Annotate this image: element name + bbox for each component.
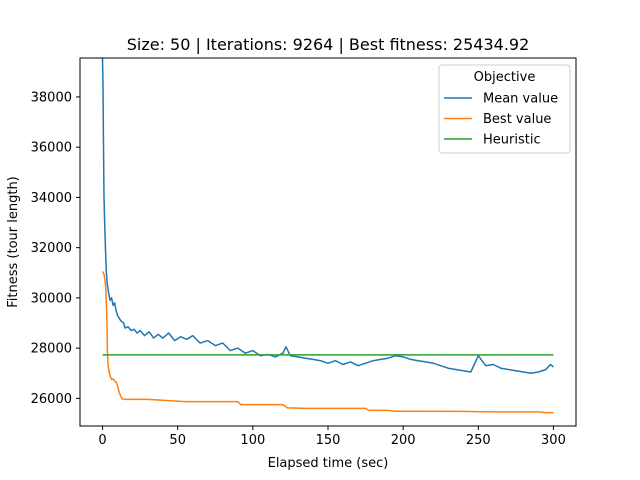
x-axis: 0 50 100 150 200 250 300 [98,426,566,448]
x-tick-label: 300 [541,433,566,448]
legend-entry-label: Mean value [483,92,558,107]
y-tick-label: 32000 [31,241,72,256]
y-tick-label: 34000 [31,191,72,206]
y-tick-label: 30000 [31,291,72,306]
x-tick-label: 50 [169,433,186,448]
series-line-1 [101,271,554,414]
x-tick-label: 100 [240,433,265,448]
x-tick-label: 150 [316,433,341,448]
y-tick-label: 38000 [31,90,72,105]
series-line-0 [101,58,554,374]
chart-title: Size: 50 | Iterations: 9264 | Best fitne… [127,35,530,54]
y-tick-label: 26000 [31,392,72,407]
y-tick-label: 36000 [31,141,72,156]
x-tick-label: 200 [391,433,416,448]
legend-box [438,64,571,154]
legend: Objective Mean value Best value Heuristic [438,64,571,154]
series-lines [101,58,554,414]
x-tick-label: 250 [466,433,491,448]
legend-title: Objective [474,70,536,85]
legend-entry-label: Best value [483,112,551,127]
x-tick-label: 0 [98,433,106,448]
y-axis-label: Fitness (tour length) [6,176,21,308]
y-axis: 26000 28000 30000 32000 34000 36000 38000 [31,90,80,407]
x-axis-label: Elapsed time (sec) [268,456,389,471]
legend-entry-label: Heuristic [483,133,541,148]
y-tick-label: 28000 [31,342,72,357]
